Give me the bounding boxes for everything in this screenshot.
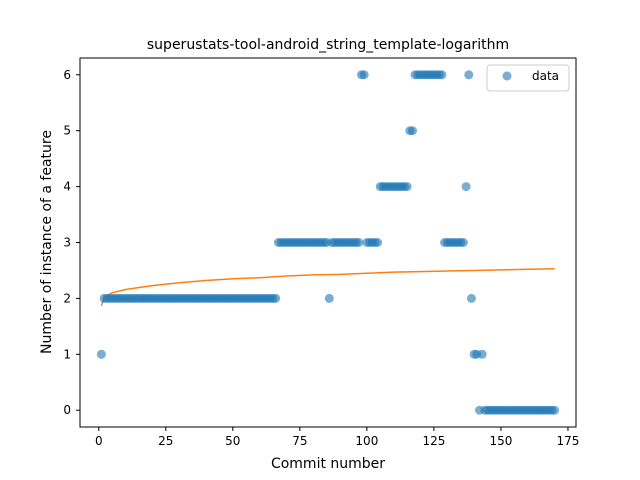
legend-marker xyxy=(502,71,512,81)
y-tick-label: 1 xyxy=(63,347,71,361)
x-axis-ticks: 0 25 50 75 100 125 150 175 xyxy=(95,427,579,448)
chart-title: superustats-tool-android_string_template… xyxy=(147,37,509,53)
x-axis-label: Commit number xyxy=(271,456,385,472)
data-point xyxy=(402,182,412,192)
y-tick-label: 4 xyxy=(63,180,71,194)
data-point xyxy=(477,349,487,359)
data-point xyxy=(458,238,468,247)
legend: data xyxy=(486,64,570,92)
y-tick-label: 0 xyxy=(63,403,71,417)
data-point xyxy=(466,293,476,303)
x-tick-label: 50 xyxy=(225,434,240,448)
data-point xyxy=(408,126,417,136)
scatter-layer xyxy=(96,70,560,415)
x-tick-label: 175 xyxy=(557,434,580,448)
y-tick-label: 3 xyxy=(63,236,71,250)
data-point xyxy=(271,293,281,303)
data-point xyxy=(324,293,334,303)
x-tick-label: 25 xyxy=(158,434,173,448)
legend-label: data xyxy=(532,69,559,83)
data-point xyxy=(464,70,474,80)
data-point xyxy=(437,70,447,80)
data-point xyxy=(96,349,106,359)
y-axis-label: Number of instance of a feature xyxy=(39,130,55,354)
data-point xyxy=(359,70,369,80)
data-point xyxy=(373,238,383,247)
data-point xyxy=(354,238,364,247)
y-tick-label: 6 xyxy=(63,68,71,82)
legend-box xyxy=(486,64,570,92)
x-tick-label: 150 xyxy=(489,434,512,448)
y-tick-label: 5 xyxy=(63,124,71,138)
x-tick-label: 0 xyxy=(95,434,103,448)
data-point xyxy=(461,182,471,192)
x-tick-label: 75 xyxy=(292,434,307,448)
y-axis-ticks: 0 1 2 3 4 5 6 xyxy=(63,68,80,417)
y-tick-label: 2 xyxy=(63,291,71,305)
x-tick-label: 100 xyxy=(355,434,378,448)
x-tick-label: 125 xyxy=(422,434,445,448)
fit-line xyxy=(100,268,555,306)
data-point xyxy=(550,405,560,415)
fit-line-layer xyxy=(100,268,555,306)
